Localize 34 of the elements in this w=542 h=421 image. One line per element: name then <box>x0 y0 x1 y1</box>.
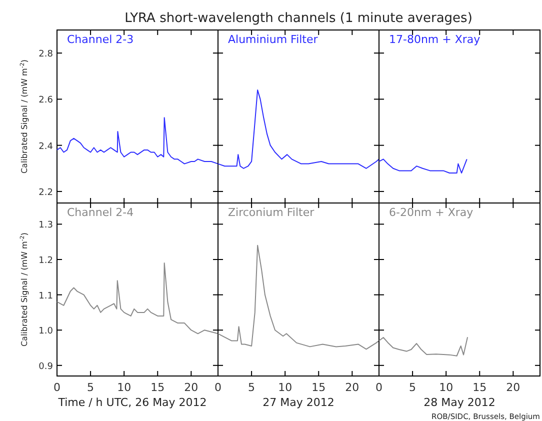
x-axis-title: Time / h UTC, 26 May 2012 <box>57 396 207 409</box>
x-axis-title: 28 May 2012 <box>424 396 496 409</box>
x-tick-label: 15 <box>312 381 326 394</box>
y-tick-label: 1.3 <box>38 220 53 231</box>
text: Channel 2-3 <box>67 33 134 46</box>
x-axis-title: 27 May 2012 <box>262 396 334 409</box>
y-tick-label: 2.4 <box>38 142 54 152</box>
y-tick-label: 0.9 <box>38 362 54 372</box>
text: Zirconium Filter <box>228 206 315 219</box>
x-tick-label: 20 <box>345 381 360 394</box>
x-tick-label: 5 <box>87 381 94 394</box>
y-tick-label: 2.2 <box>38 188 53 198</box>
x-tick-label: 5 <box>248 381 256 394</box>
y-tick-label: 1.2 <box>38 256 53 266</box>
text: Channel 2-4 <box>67 206 134 219</box>
x-tick-label: 20 <box>184 381 198 394</box>
y-tick-label: 2.8 <box>38 50 54 60</box>
x-tick-label: 0 <box>376 381 382 394</box>
x-tick-label: 10 <box>278 381 292 394</box>
text: 17-80nm + Xray <box>389 33 481 46</box>
y-tick-label: 2.6 <box>38 96 54 106</box>
x-tick-label: 10 <box>439 381 454 394</box>
text: 6-20nm + Xray <box>389 206 474 219</box>
x-tick-label: 15 <box>472 381 487 394</box>
y-tick-label: 1.0 <box>38 326 54 337</box>
x-tick-label: 0 <box>214 381 222 394</box>
text: LYRA short-wavelength channels (1 minute averages) <box>124 11 472 26</box>
x-tick-label: 5 <box>409 381 416 394</box>
y-tick-label: 1.1 <box>38 291 53 302</box>
x-tick-label: 0 <box>54 381 60 394</box>
x-tick-label: 15 <box>150 381 165 394</box>
text: Aluminium Filter <box>228 33 318 46</box>
x-tick-label: 10 <box>117 381 132 394</box>
x-tick-label: 20 <box>506 381 520 394</box>
